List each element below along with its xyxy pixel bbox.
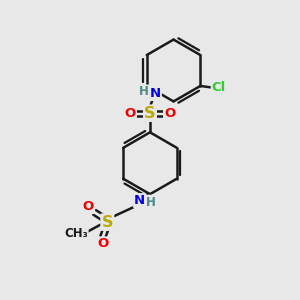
Text: O: O xyxy=(82,200,94,213)
Text: CH₃: CH₃ xyxy=(64,227,88,240)
Text: O: O xyxy=(124,107,136,120)
Text: Cl: Cl xyxy=(212,81,226,94)
Text: S: S xyxy=(102,214,113,230)
Text: S: S xyxy=(144,106,156,121)
Text: H: H xyxy=(139,85,149,98)
Text: N: N xyxy=(134,194,145,207)
Text: H: H xyxy=(146,196,156,208)
Text: N: N xyxy=(150,87,161,100)
Text: O: O xyxy=(97,237,109,250)
Text: O: O xyxy=(164,107,176,120)
